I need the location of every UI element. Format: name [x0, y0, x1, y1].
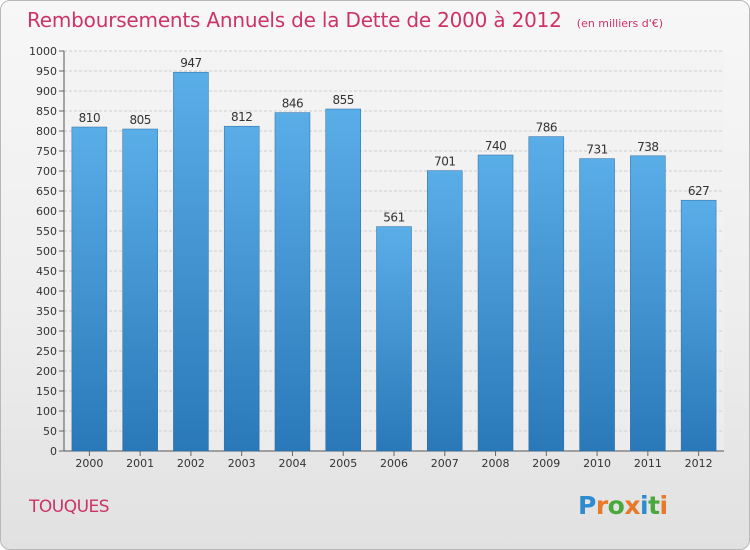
bar-value-label: 846 — [282, 97, 303, 111]
y-tick-label: 750 — [36, 145, 57, 158]
bar-value-label: 805 — [129, 113, 150, 127]
x-tick-label: 2002 — [177, 457, 205, 470]
bar — [477, 154, 514, 452]
bar — [223, 125, 260, 452]
y-tick-label: 800 — [36, 125, 57, 138]
y-tick-label: 1000 — [29, 45, 57, 58]
y-tick-label: 550 — [36, 225, 57, 238]
chart-subtitle: (en milliers d'€) — [576, 17, 664, 30]
x-tick-label: 2011 — [634, 457, 662, 470]
bar-value-label: 786 — [536, 121, 557, 135]
y-tick-label: 650 — [36, 185, 57, 198]
bar — [528, 136, 565, 452]
bar-value-label: 855 — [333, 93, 354, 107]
x-tick-label: 2007 — [431, 457, 459, 470]
location-label: TOUQUES — [29, 497, 110, 517]
x-tick-label: 2004 — [278, 457, 306, 470]
bar — [122, 128, 158, 452]
x-tick-label: 2009 — [532, 457, 560, 470]
chart-title: Remboursements Annuels de la Dette de 20… — [27, 8, 562, 32]
y-tick-label: 50 — [43, 425, 57, 438]
bar — [376, 226, 412, 452]
y-tick-label: 400 — [36, 285, 57, 298]
logo-letter: x — [624, 491, 640, 520]
y-tick-label: 500 — [36, 245, 57, 258]
proxiti-logo: Proxiti — [578, 491, 668, 520]
x-tick-label: 2000 — [75, 457, 103, 470]
bar — [427, 170, 463, 452]
bar — [579, 158, 615, 452]
x-tick-label: 2005 — [329, 457, 357, 470]
y-tick-label: 300 — [36, 325, 57, 338]
y-tick-label: 200 — [36, 365, 57, 378]
x-tick-label: 2012 — [685, 457, 713, 470]
bar — [71, 126, 108, 452]
bar-value-label: 812 — [231, 110, 252, 124]
x-tick-label: 2003 — [228, 457, 256, 470]
bar — [680, 199, 717, 452]
chart-title-block: Remboursements Annuels de la Dette de 20… — [27, 8, 663, 32]
logo-letter: t — [648, 491, 660, 520]
bar-value-label: 731 — [586, 143, 607, 157]
bar-value-label: 738 — [637, 140, 658, 154]
y-tick-label: 600 — [36, 205, 57, 218]
logo-letter: r — [595, 491, 608, 520]
bar-value-label: 740 — [485, 139, 506, 153]
x-tick-label: 2001 — [126, 457, 154, 470]
bar — [325, 108, 361, 452]
bar-value-label: 810 — [79, 111, 100, 125]
bar-value-label: 701 — [434, 155, 455, 169]
bar-value-label: 947 — [180, 56, 201, 70]
logo-letter: i — [640, 491, 649, 520]
x-tick-label: 2010 — [583, 457, 611, 470]
y-tick-label: 850 — [36, 105, 57, 118]
y-tick-label: 350 — [36, 305, 57, 318]
bar — [173, 71, 209, 452]
y-tick-label: 100 — [36, 405, 57, 418]
y-tick-label: 150 — [36, 385, 57, 398]
logo-letter: P — [578, 491, 596, 520]
x-tick-label: 2006 — [380, 457, 408, 470]
x-tick-label: 2008 — [482, 457, 510, 470]
bar — [274, 112, 311, 452]
logo-letter: i — [659, 491, 669, 520]
y-tick-label: 950 — [36, 65, 57, 78]
logo-letter: o — [607, 491, 625, 520]
y-tick-label: 450 — [36, 265, 57, 278]
bar-value-label: 627 — [688, 184, 709, 198]
y-tick-label: 700 — [36, 165, 57, 178]
y-tick-label: 250 — [36, 345, 57, 358]
y-tick-label: 0 — [50, 445, 57, 458]
bar-value-label: 561 — [383, 211, 404, 225]
bar — [630, 155, 666, 452]
y-tick-label: 900 — [36, 85, 57, 98]
